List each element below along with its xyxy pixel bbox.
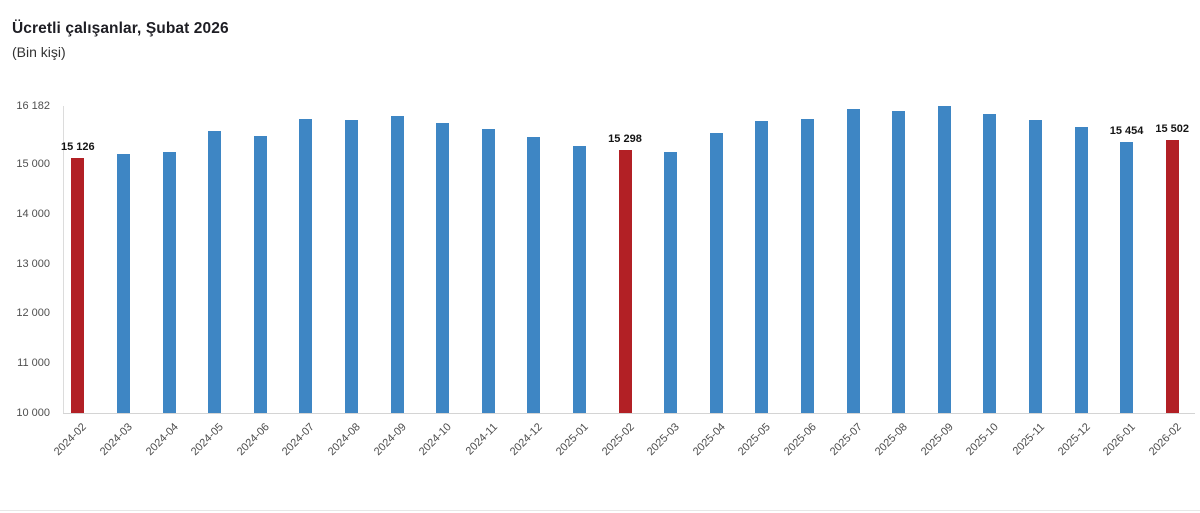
- x-axis-tick-label: 2024-12: [508, 421, 546, 459]
- x-axis-tick-label: 2025-09: [918, 421, 956, 459]
- x-axis-tick-label: 2025-07: [827, 421, 865, 459]
- bar-2024-05: [208, 130, 222, 413]
- bar-2025-07: [846, 109, 860, 413]
- x-axis-tick-label: 2026-02: [1146, 421, 1184, 459]
- x-axis-tick-label: 2025-04: [690, 421, 728, 459]
- y-axis-tick-label: 16 182: [16, 99, 50, 112]
- x-axis-tick-label: 2024-08: [325, 421, 363, 459]
- bar-2025-05: [755, 121, 769, 413]
- x-axis-tick-label: 2025-12: [1055, 421, 1093, 459]
- bar-2025-03: [664, 151, 678, 413]
- bar-2025-12: [1074, 126, 1088, 413]
- bar-2024-07: [299, 119, 313, 413]
- chart-title: Ücretli çalışanlar, Şubat 2026: [12, 20, 229, 37]
- y-axis-line: [63, 106, 64, 413]
- y-axis-tick-label: 13 000: [16, 257, 50, 270]
- x-axis-tick-label: 2024-09: [371, 421, 409, 459]
- bar-2025-11: [1028, 120, 1042, 413]
- y-axis-tick-label: 12 000: [16, 307, 50, 320]
- bar-2025-01: [572, 145, 586, 413]
- bar-2024-04: [162, 151, 176, 413]
- bar-2025-04: [709, 132, 723, 413]
- x-axis-tick-label: 2025-11: [1010, 421, 1047, 458]
- y-axis-tick-label: 15 000: [16, 158, 50, 171]
- bar-value-label: 15 454: [1109, 125, 1144, 138]
- x-axis-tick-label: 2024-11: [463, 421, 500, 458]
- x-axis-tick-label: 2024-02: [52, 421, 90, 459]
- bar-2025-10: [983, 114, 997, 413]
- bar-2024-11: [481, 129, 495, 413]
- y-axis-tick-label: 10 000: [16, 406, 50, 419]
- bar-2024-03: [116, 154, 130, 413]
- x-axis-tick-label: 2025-05: [736, 421, 774, 459]
- x-axis-tick-label: 2025-03: [645, 421, 683, 459]
- x-axis-tick-label: 2024-10: [417, 421, 455, 459]
- x-axis-tick-label: 2025-06: [781, 421, 819, 459]
- x-axis-tick-label: 2024-07: [280, 421, 318, 459]
- bar-highlighted-2024-02: [71, 158, 85, 413]
- x-axis-tick-label: 2024-05: [189, 421, 227, 459]
- bar-highlighted-2026-02: [1165, 139, 1179, 413]
- y-axis-tick-label: 14 000: [16, 207, 50, 220]
- bar-highlighted-2025-02: [618, 149, 632, 413]
- bar-2024-10: [436, 122, 450, 413]
- x-axis-tick-label: 2024-04: [143, 421, 181, 459]
- x-axis-tick-label: 2025-08: [873, 421, 911, 459]
- bottom-divider: [0, 510, 1200, 511]
- chart-subtitle: (Bin kişi): [12, 44, 66, 60]
- x-axis-tick-label: 2025-01: [553, 421, 591, 459]
- bar-2024-12: [527, 136, 541, 413]
- y-axis-tick-label: 11 000: [17, 356, 50, 369]
- bar-value-label: 15 298: [608, 132, 642, 145]
- x-axis-tick-label: 2026-01: [1101, 421, 1139, 459]
- bar-2025-09: [937, 106, 951, 413]
- x-axis-tick-label: 2025-10: [964, 421, 1002, 459]
- x-axis-tick-label: 2024-06: [234, 421, 272, 459]
- x-axis-tick-label: 2024-03: [97, 421, 135, 459]
- bar-value-label: 15 126: [60, 141, 95, 154]
- bar-2025-08: [892, 110, 906, 413]
- bar-2024-09: [390, 116, 404, 413]
- bar-value-label: 15 502: [1155, 122, 1190, 135]
- bar-2024-08: [344, 119, 358, 413]
- bar-2025-06: [800, 119, 814, 413]
- x-axis-line: [63, 413, 1195, 414]
- bar-2024-06: [253, 135, 267, 413]
- bar-2026-01: [1120, 142, 1134, 413]
- x-axis-tick-label: 2025-02: [599, 421, 637, 459]
